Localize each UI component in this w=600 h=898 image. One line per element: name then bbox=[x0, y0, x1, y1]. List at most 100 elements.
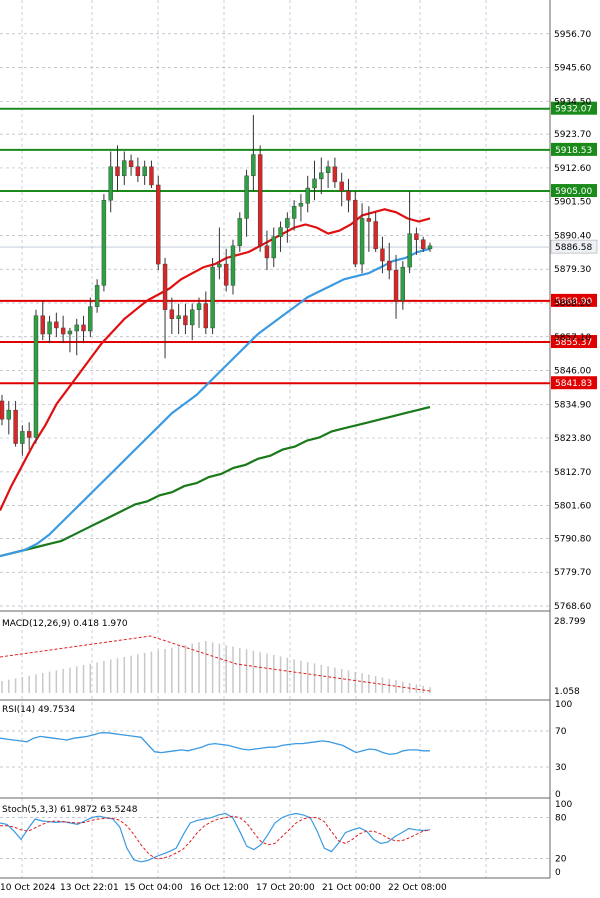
candle bbox=[183, 303, 188, 335]
candle-body bbox=[149, 166, 154, 186]
candle-body bbox=[128, 160, 134, 167]
candle bbox=[88, 297, 93, 338]
stoch-tick-label: 20 bbox=[555, 854, 567, 864]
price-tick-label: 5790.80 bbox=[554, 534, 591, 544]
candle bbox=[387, 242, 392, 280]
candle bbox=[13, 400, 18, 447]
candle-body bbox=[74, 324, 79, 332]
candle-body bbox=[162, 263, 168, 310]
level-tag: 5868.90 bbox=[551, 293, 597, 307]
price-tick-label: 5890.40 bbox=[554, 231, 591, 241]
time-tick-label: 17 Oct 20:00 bbox=[256, 883, 315, 893]
candle bbox=[285, 212, 290, 243]
ma-mid-line bbox=[0, 247, 431, 558]
candle bbox=[47, 315, 52, 344]
candle-body bbox=[108, 166, 113, 201]
candle bbox=[81, 315, 86, 344]
candle-body bbox=[380, 248, 385, 262]
level-tag: 5905.00 bbox=[551, 184, 597, 198]
time-tick-label: 15 Oct 04:00 bbox=[124, 883, 183, 893]
level-tag-bg bbox=[551, 376, 597, 390]
time-tick-label: 10 Oct 2024 bbox=[0, 883, 56, 893]
candle-body bbox=[298, 203, 304, 207]
level-tag-bg bbox=[551, 142, 597, 156]
stoch-d-line bbox=[0, 815, 431, 859]
candle bbox=[278, 221, 283, 252]
candle-body bbox=[33, 315, 39, 438]
level-tag-text: 5932.07 bbox=[555, 105, 592, 115]
candle bbox=[101, 194, 107, 292]
candle-body bbox=[67, 330, 73, 335]
candle bbox=[414, 227, 419, 255]
stoch-tick-label: 0 bbox=[555, 868, 561, 878]
level-tag-bg bbox=[551, 184, 597, 198]
candle-body bbox=[203, 303, 209, 329]
macd-label: MACD(12,26,9) 0.418 1.970 bbox=[2, 619, 128, 629]
stochastic-panel: Stoch(5,3,3) 61.9872 63.5248 100 80 20 0 bbox=[0, 800, 572, 878]
rsi-tick-label: 30 bbox=[555, 763, 567, 773]
candle bbox=[339, 172, 344, 207]
candle-body bbox=[223, 263, 229, 286]
level-tag: 5855.37 bbox=[551, 335, 597, 349]
candle bbox=[94, 279, 100, 313]
candle bbox=[325, 160, 331, 189]
candle bbox=[421, 236, 426, 252]
candle bbox=[217, 227, 222, 280]
candle bbox=[115, 145, 120, 192]
candle-body bbox=[414, 233, 419, 240]
candle-body bbox=[40, 315, 45, 335]
level-tag-bg bbox=[551, 101, 597, 115]
candle-body bbox=[20, 431, 25, 444]
candle-body bbox=[230, 245, 236, 286]
candle bbox=[142, 160, 147, 185]
candle bbox=[251, 114, 256, 192]
candle bbox=[74, 318, 79, 356]
candle-body bbox=[176, 315, 181, 320]
level-tag-bg bbox=[551, 335, 597, 349]
candle-body bbox=[393, 269, 399, 301]
price-tick-label: 5846.00 bbox=[554, 367, 591, 377]
candle bbox=[257, 145, 263, 252]
candle bbox=[366, 206, 372, 252]
candle-body bbox=[339, 181, 344, 192]
candle bbox=[312, 160, 317, 201]
price-tick-label: 5823.80 bbox=[554, 434, 591, 444]
candle-body bbox=[156, 184, 161, 265]
candle bbox=[149, 160, 154, 189]
price-tick-label: 5768.60 bbox=[554, 602, 591, 612]
candle bbox=[346, 178, 351, 213]
rsi-tick-label: 0 bbox=[555, 790, 561, 800]
rsi-tick-label: 70 bbox=[555, 727, 567, 737]
rsi-panel: RSI(14) 49.7534 100 70 30 0 bbox=[0, 700, 572, 800]
candle bbox=[176, 303, 181, 335]
price-tick-label: 5912.60 bbox=[554, 164, 591, 174]
price-tick-label: 5879.30 bbox=[554, 265, 591, 275]
ma-slow-line bbox=[0, 405, 431, 558]
candle bbox=[359, 203, 365, 274]
candle bbox=[427, 242, 433, 252]
macd-panel: MACD(12,26,9) 0.418 1.970 28.799 1.058 bbox=[0, 617, 586, 697]
candle bbox=[332, 157, 338, 189]
candle bbox=[203, 291, 209, 335]
candle bbox=[54, 312, 59, 338]
candle bbox=[26, 422, 32, 450]
candle-body bbox=[13, 409, 18, 444]
candle-body bbox=[291, 206, 297, 219]
candle-body bbox=[88, 306, 93, 332]
candle bbox=[156, 175, 161, 271]
candle-body bbox=[427, 245, 433, 250]
candle-body bbox=[60, 327, 66, 335]
candle bbox=[20, 425, 25, 456]
candle bbox=[0, 394, 5, 426]
candle-body bbox=[257, 154, 263, 247]
price-tick-label: 5779.70 bbox=[554, 568, 591, 578]
candle-body bbox=[142, 166, 147, 177]
level-tag: 5841.83 bbox=[551, 376, 597, 390]
level-tag-text: 5918.53 bbox=[555, 146, 592, 156]
time-tick-label: 21 Oct 00:00 bbox=[322, 883, 381, 893]
candle bbox=[298, 194, 304, 222]
candle-body bbox=[319, 172, 324, 180]
macd-tick-label: 28.799 bbox=[554, 617, 586, 627]
candle bbox=[60, 315, 66, 344]
